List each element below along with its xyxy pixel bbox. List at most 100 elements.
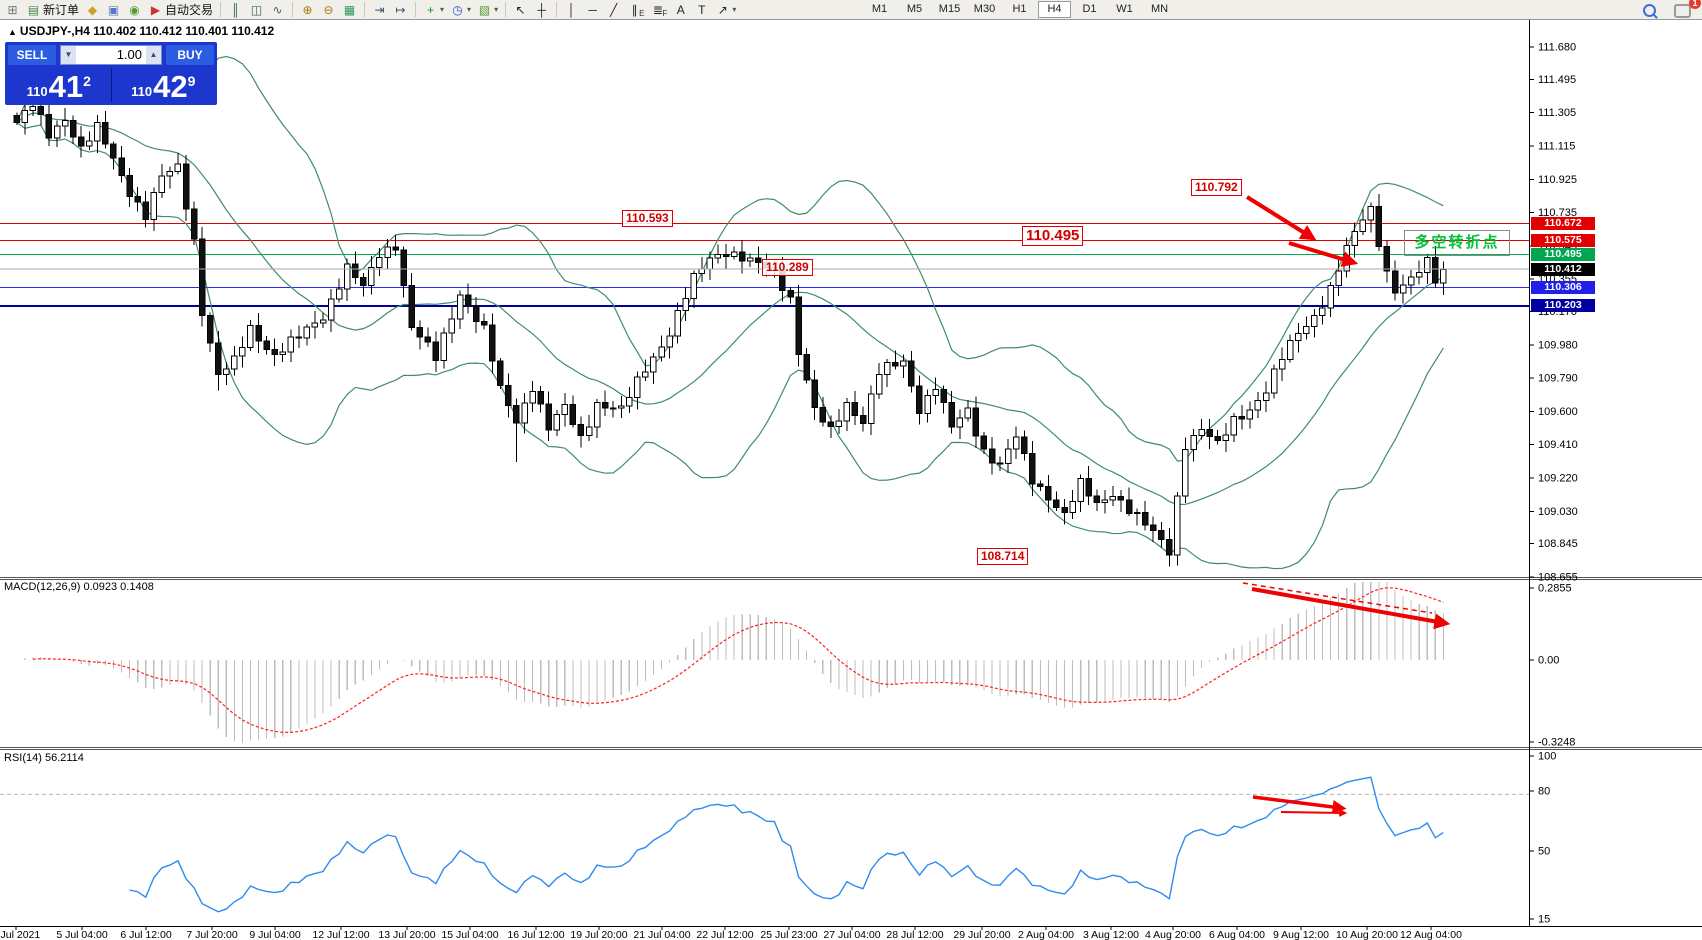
arrows-icon[interactable]: ↗ ▾ [712,1,739,18]
price-label-annotation[interactable]: 110.495 [1022,226,1084,246]
volume-field[interactable]: 1.00 [76,46,146,64]
trend-arrow [1252,795,1347,814]
volume-increase-button[interactable]: ▲ [146,46,161,64]
volume-decrease-button[interactable]: ▼ [61,46,76,64]
candle [416,326,423,338]
timeframe-button-mn[interactable]: MN [1150,3,1169,15]
templates-icon[interactable]: ▧ ▾ [474,1,501,18]
line-chart-icon[interactable]: ∿ [267,1,288,18]
timeframe-button-m5[interactable]: M5 [906,3,923,15]
cursor-icon[interactable]: ↖ [510,1,531,18]
candle [29,106,37,111]
bar-chart-icon[interactable]: ║ [225,1,246,18]
signals-icon[interactable]: ◉ [124,1,145,18]
sell-price[interactable]: 110 41 2 [26,69,91,104]
price-level-badge: 110.575 [1531,234,1595,248]
candle [126,174,133,198]
vertical-line-icon[interactable]: │ [561,1,582,18]
time-tick: 2 Aug 04:00 [1018,929,1074,940]
candle [1278,358,1286,370]
price-label-annotation[interactable]: 110.593 [622,210,673,227]
notification-badge: 1 [1689,0,1701,9]
timeframe-button-m30[interactable]: M30 [973,3,996,15]
turning-point-note[interactable]: 多空转折点 [1404,230,1510,256]
history-center-icon[interactable]: ◆ [82,1,103,18]
fibonacci-icon[interactable]: ≣ F [647,1,670,18]
notifications-button[interactable]: 1 [1671,0,1701,19]
periods-icon[interactable]: ◷ ▾ [447,1,474,18]
search-button[interactable] [1640,2,1659,19]
crosshair-icon[interactable]: ┼ [531,1,552,18]
candle [972,407,980,437]
auto-scroll-icon[interactable]: ⇥ [369,1,390,18]
equidistant-channel-icon: ∥ [631,2,638,17]
candle [368,266,375,287]
time-tick: 9 Aug 12:00 [1273,929,1329,940]
candles-layer[interactable] [13,96,1447,567]
pane-separators[interactable] [0,577,1702,927]
new-order-button[interactable]: ▤ 新订单 [23,1,82,18]
candle [505,384,512,407]
price-label-annotation[interactable]: 110.792 [1191,179,1242,196]
time-tick: 7 Jul 20:00 [186,929,238,940]
equidistant-channel-icon[interactable]: ∥ E [624,1,647,18]
price-divider [110,68,112,102]
candlestick-chart-icon[interactable]: ◫ [246,1,267,18]
candle [1262,392,1270,401]
candle [1391,270,1399,294]
price-label-annotation[interactable]: 110.289 [762,259,813,276]
horizontal-level-lines[interactable] [0,223,1529,307]
candle [206,314,214,344]
candle [1061,506,1068,513]
price-axis[interactable]: 111.680 111.495 111.305 111.115 110.925 110.7… [1529,42,1578,926]
timeframe-button-w1[interactable]: W1 [1116,3,1133,15]
chart-shift-icon[interactable]: ↦ [390,1,411,18]
timeframe-button-h4[interactable]: H4 [1038,1,1071,18]
candle [1101,499,1109,503]
indicators-icon[interactable]: + ▾ [420,1,447,18]
dropdown-caret-icon: ▾ [467,5,472,14]
fibonacci-icon: ≣ [652,2,663,17]
candle [908,360,915,387]
trend-arrow-annotations[interactable] [1242,195,1451,817]
macd-indicator-label: MACD(12,26,9) 0.0923 0.1408 [4,581,154,593]
candle [1012,436,1020,450]
price-label-annotation[interactable]: 108.714 [977,548,1029,565]
candle [448,318,456,334]
candle [480,320,488,326]
sell-button[interactable]: SELL [8,45,56,65]
buy-button[interactable]: BUY [166,45,214,65]
timeframe-button-d1[interactable]: D1 [1082,3,1097,15]
price-level-badge: 110.672 [1531,217,1595,231]
horizontal-line-icon[interactable]: ─ [582,1,603,18]
candle [311,322,319,328]
candle [634,376,641,398]
time-tick: 29 Jul 20:00 [953,929,1010,940]
trend-arrow [1245,195,1317,241]
rsi-tick: 15 [1538,914,1550,926]
text-label-icon[interactable]: T [691,1,712,18]
timeframe-button-m1[interactable]: M1 [871,3,888,15]
time-axis[interactable]: 2 Jul 2021 5 Jul 04:00 6 Jul 12:00 7 Jul 20… [0,926,1462,940]
buy-price[interactable]: 110 42 9 [131,69,196,104]
periods-icon: ◷ [452,2,463,17]
open-chart-icon[interactable]: ⊞ [2,1,23,18]
text-icon[interactable]: A [670,1,691,18]
candle [327,298,335,321]
timeframe-button-h1[interactable]: H1 [1012,3,1027,15]
metaeditor-icon[interactable]: ▣ [103,1,124,18]
candle [1383,246,1391,272]
signals-icon: ◉ [129,2,140,17]
trendline-icon[interactable]: ╱ [603,1,624,18]
autotrading-button-label: 自动交易 [165,3,214,17]
zoom-out-icon: ⊖ [323,2,334,17]
zoom-in-icon[interactable]: ⊕ [297,1,318,18]
zoom-out-icon[interactable]: ⊖ [318,1,339,18]
candle [1166,539,1173,556]
price-tick: 109.790 [1538,373,1578,385]
candle [948,401,955,428]
tile-windows-icon[interactable]: ▦ [339,1,360,18]
autotrading-button[interactable]: ▶ 自动交易 [145,1,216,18]
timeframe-button-m15[interactable]: M15 [938,3,961,15]
